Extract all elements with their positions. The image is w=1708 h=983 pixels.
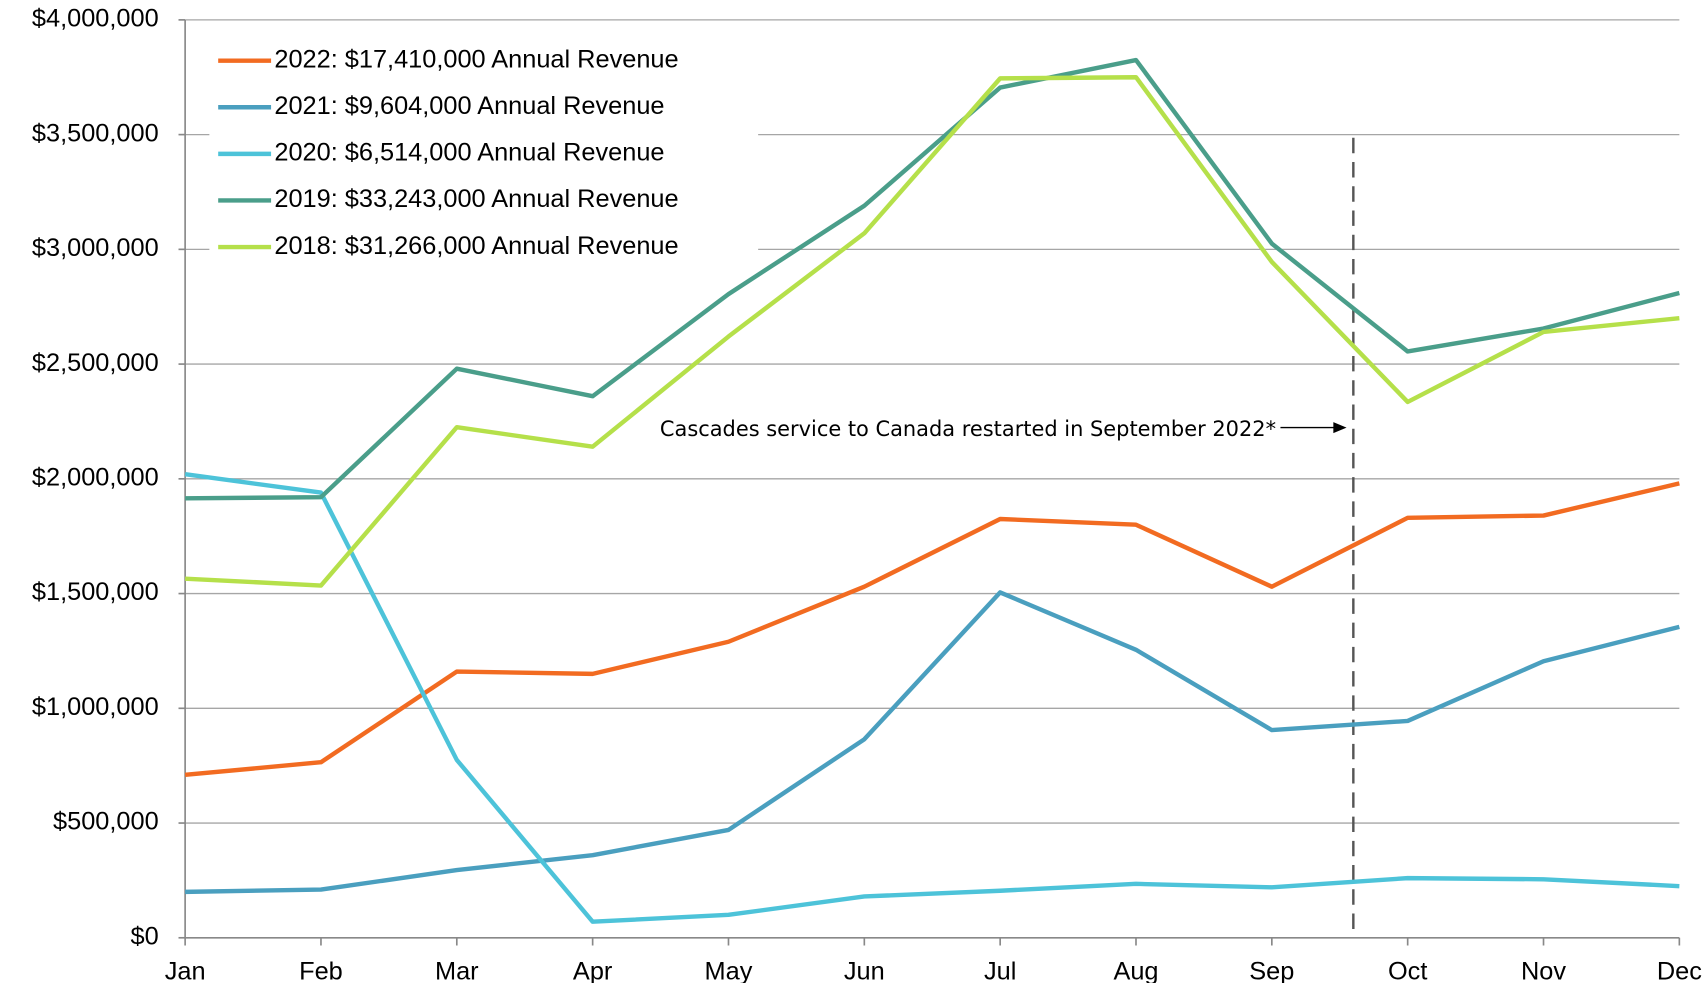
x-tick-label: Jul bbox=[984, 958, 1016, 983]
x-tick-label: Sep bbox=[1249, 958, 1294, 983]
x-tick-label: Oct bbox=[1388, 958, 1427, 983]
legend-label: 2020: $6,514,000 Annual Revenue bbox=[274, 139, 664, 167]
x-tick-label: Nov bbox=[1521, 958, 1566, 983]
legend: 2022: $17,410,000 Annual Revenue 2021: $9… bbox=[209, 35, 759, 269]
legend-label: 2021: $9,604,000 Annual Revenue bbox=[274, 92, 664, 120]
legend-label: 2018: $31,266,000 Annual Revenue bbox=[274, 232, 678, 260]
y-tick-label: $0 bbox=[130, 922, 158, 950]
y-tick-label: $2,500,000 bbox=[32, 349, 159, 377]
series-line bbox=[184, 472, 1680, 924]
series-line bbox=[185, 57, 1680, 501]
x-tick-label: Mar bbox=[435, 958, 479, 983]
y-tick-label: $1,000,000 bbox=[32, 693, 159, 721]
legend-box bbox=[209, 35, 759, 269]
x-tick-label: Apr bbox=[573, 958, 613, 983]
x-tick-label: Feb bbox=[299, 958, 343, 983]
annotation-arrowhead bbox=[1333, 422, 1347, 434]
x-tick-label: Jan bbox=[165, 958, 206, 983]
grid: $0 $500,000 $1,000,000 $1,500,000 $2,000,000… bbox=[32, 5, 1702, 983]
y-tick-label: $500,000 bbox=[53, 808, 159, 836]
legend-label: 2019: $33,243,000 Annual Revenue bbox=[274, 185, 678, 213]
x-tick-label: Aug bbox=[1113, 958, 1158, 983]
annotation-text: Cascades service to Canada restarted in … bbox=[660, 417, 1276, 441]
y-tick-label: $2,000,000 bbox=[32, 464, 159, 492]
y-tick-label: $3,500,000 bbox=[32, 119, 159, 147]
x-tick-label: Jun bbox=[844, 958, 885, 983]
series-line bbox=[185, 590, 1680, 895]
y-tick-label: $3,000,000 bbox=[32, 234, 159, 262]
x-tick-label: Dec bbox=[1657, 958, 1702, 983]
series-line bbox=[184, 481, 1680, 778]
y-tick-label: $1,500,000 bbox=[32, 578, 159, 606]
lines bbox=[184, 57, 1680, 924]
legend-label: 2022: $17,410,000 Annual Revenue bbox=[274, 45, 678, 73]
y-tick-label: $4,000,000 bbox=[32, 5, 159, 33]
x-tick-label: May bbox=[705, 958, 753, 983]
series-line bbox=[185, 75, 1680, 588]
